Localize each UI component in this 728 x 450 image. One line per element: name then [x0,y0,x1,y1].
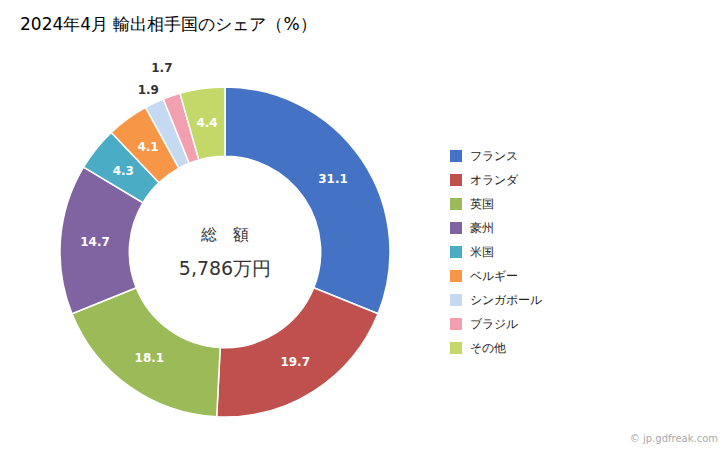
data-label: 19.7 [280,355,310,369]
legend-label: 米国 [470,245,494,259]
legend-swatch [450,174,462,186]
legend-label: フランス [470,149,518,163]
center-label: 総 額 [200,225,249,244]
legend-swatch [450,246,462,258]
legend-label: 英国 [470,197,494,211]
legend-swatch [450,270,462,282]
data-label: 4.3 [113,163,134,177]
slice [225,87,390,314]
legend: フランスオランダ英国豪州米国ベルギーシンガポールブラジルその他 [450,149,542,355]
title: 2024年4月 輸出相手国のシェア（%） [20,14,317,34]
legend-label: 豪州 [470,221,494,235]
legend-label: ベルギー [470,269,518,283]
data-label: 4.4 [196,116,217,130]
slice [180,87,225,160]
data-labels: 31.1 19.7 18.1 14.7 4.34.1 1.9 1.7 4.4 [80,61,348,369]
legend-label: ブラジル [470,317,518,331]
legend-swatch [450,318,462,330]
legend-swatch [450,294,462,306]
data-label: 14.7 [80,235,110,249]
legend-swatch [450,198,462,210]
slice [72,288,220,417]
watermark: © jp.gdfreak.com [630,433,718,444]
data-label: 4.1 [137,140,158,154]
chart: 2024年4月 輸出相手国のシェア（%）31.119.718.114.74.34… [0,0,728,450]
legend-label: シンガポール [470,293,542,307]
legend-swatch [450,222,462,234]
slice [217,288,378,417]
data-label: 18.1 [135,351,165,365]
legend-swatch [450,342,462,354]
legend-label: その他 [470,341,506,355]
legend-label: オランダ [470,173,519,187]
data-label: 31.1 [318,172,348,186]
donut [60,87,390,417]
legend-swatch [450,150,462,162]
center-label: 5,786万円 [179,257,271,279]
data-label: 1.7 [151,61,172,75]
data-label: 1.9 [138,83,159,97]
